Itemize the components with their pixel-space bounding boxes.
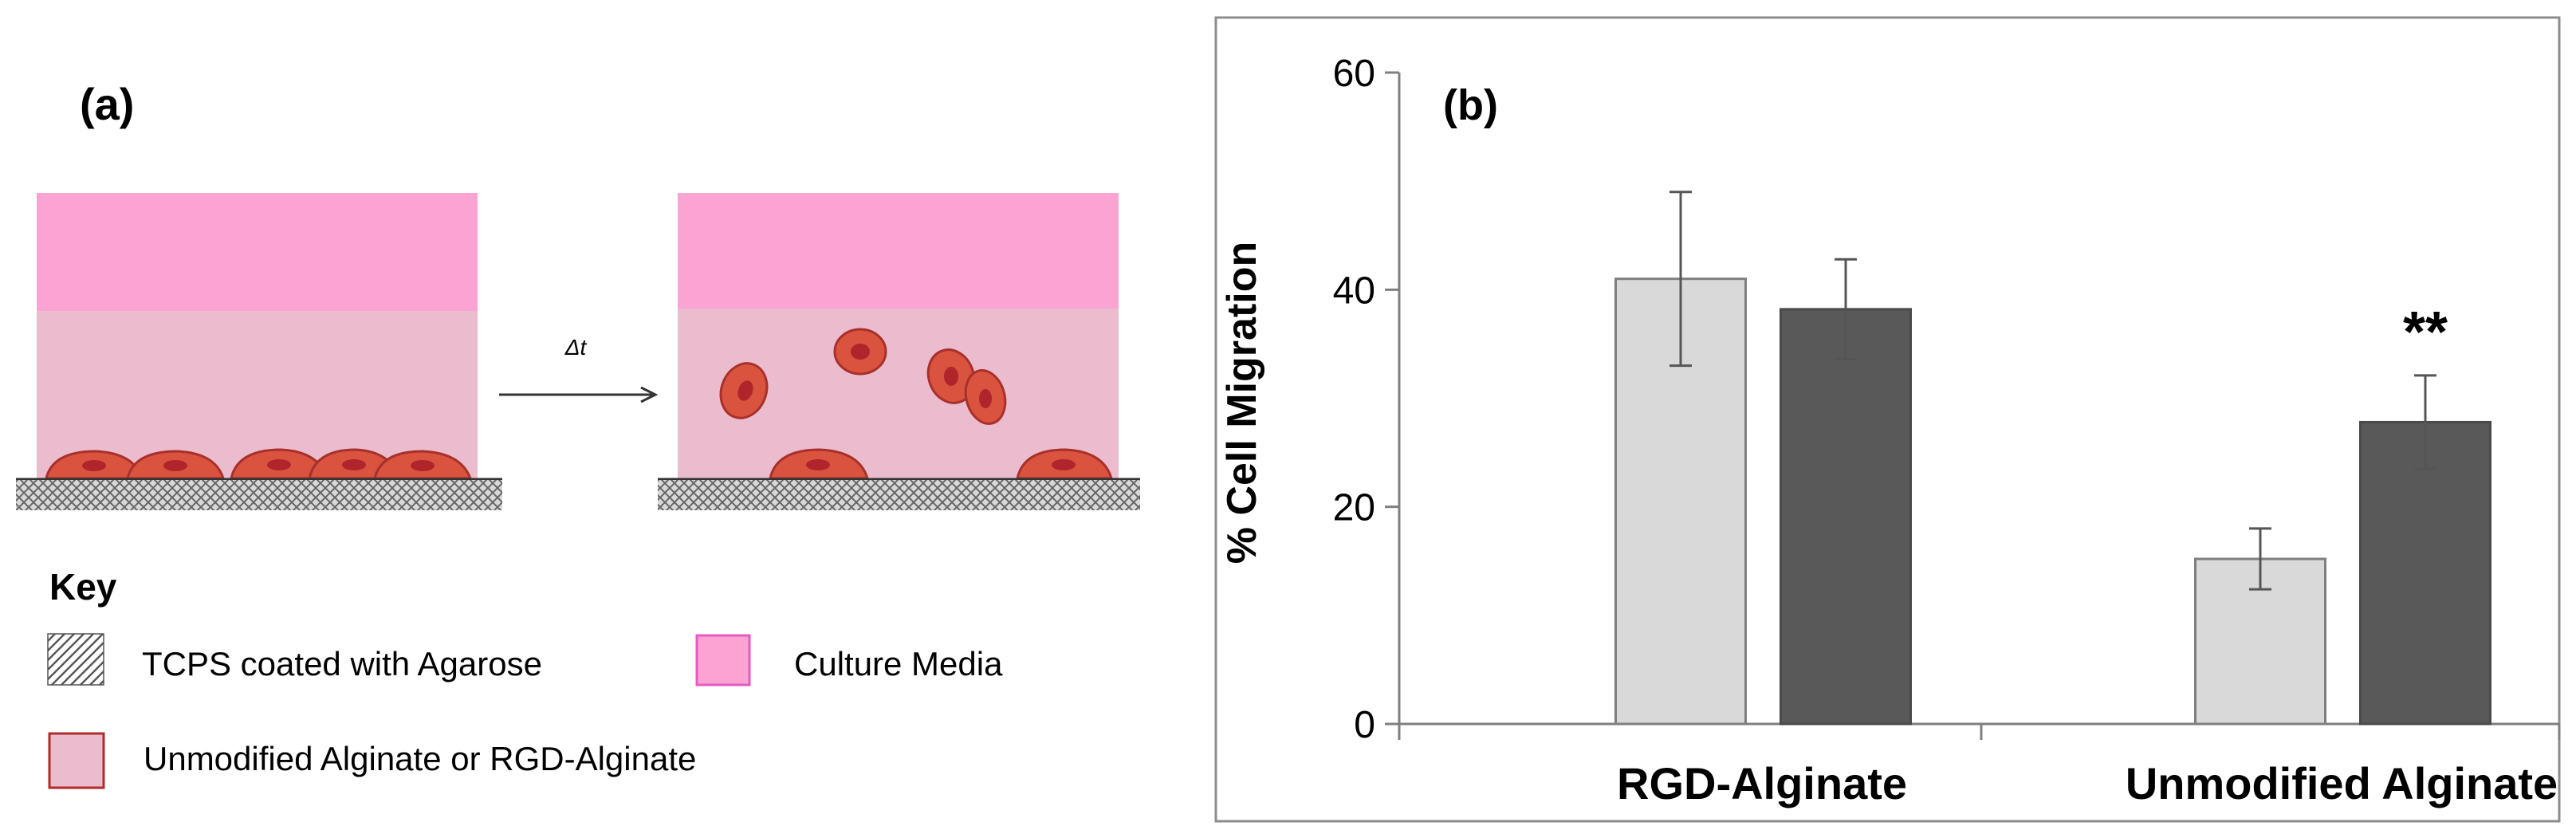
y-tick-label: 40 — [1333, 269, 1375, 312]
migrated-cells — [719, 328, 1007, 425]
cell — [964, 369, 1007, 425]
cell — [926, 348, 976, 404]
agarose-substrate-before — [16, 480, 502, 510]
y-tick-label: 60 — [1333, 53, 1375, 95]
swatch-hatch — [47, 633, 104, 686]
y-tick-label: 0 — [1354, 704, 1375, 746]
cell — [373, 450, 473, 480]
panel-a-label: (a) — [80, 79, 134, 129]
adherent-cells-after — [769, 448, 1114, 480]
delta-t-label: Δt — [564, 335, 588, 360]
key-item-gel: Unmodified Alginate or RGD-Alginate — [144, 740, 696, 777]
cell — [719, 362, 769, 419]
y-tick-label: 20 — [1333, 487, 1375, 529]
key-title: Key — [49, 566, 117, 608]
significance-annotation: ** — [2403, 301, 2448, 364]
adherent-cells-before — [45, 448, 473, 480]
well-after — [658, 193, 1140, 510]
y-axis-label: % Cell Migration — [1219, 242, 1265, 564]
media-layer-after — [678, 193, 1119, 309]
swatch-media — [695, 634, 751, 686]
x-category-label: Unmodified Alginate — [2126, 758, 2558, 808]
time-arrow: Δt — [499, 335, 659, 403]
key-item-tcps: TCPS coated with Agarose — [142, 645, 542, 682]
panel-a: (a) — [16, 79, 1140, 789]
x-category-label: RGD-Alginate — [1617, 758, 1907, 808]
gel-layer-before — [37, 311, 478, 478]
cell — [833, 328, 887, 376]
bar-dark — [1780, 308, 1912, 726]
cell — [230, 448, 329, 480]
agarose-substrate-after — [658, 480, 1140, 510]
key-legend: Key TCPS coated with Agarose Culture Med… — [47, 566, 1003, 789]
cell — [1016, 448, 1114, 480]
panel-b-chart: (b) % Cell Migration 0 20 40 60 RGD-Alginate… — [1214, 16, 2561, 823]
well-before — [16, 193, 502, 510]
chart-marks: 0 20 40 60 RGD-Alginate Unmodified Alginate ** — [1333, 53, 2561, 808]
panel-b-label: (b) — [1443, 81, 1498, 129]
cell — [126, 450, 226, 480]
bar-dark — [2359, 420, 2491, 726]
swatch-gel — [48, 732, 105, 789]
key-item-media: Culture Media — [794, 645, 1003, 682]
cell — [769, 448, 870, 480]
chart-frame — [1214, 16, 2561, 823]
media-layer-before — [37, 193, 478, 311]
